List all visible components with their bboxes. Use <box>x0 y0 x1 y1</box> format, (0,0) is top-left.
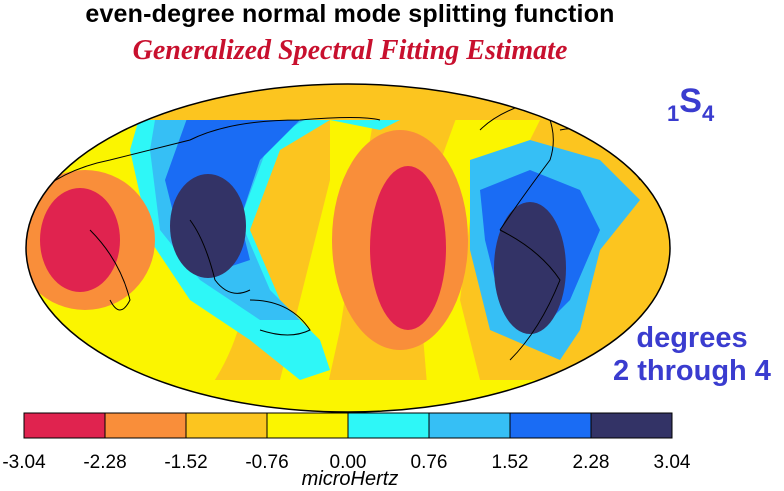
colorbar-bin <box>266 412 349 439</box>
map-outline <box>25 83 671 413</box>
colorbar-bin <box>347 412 430 439</box>
colorbar-bin <box>428 412 511 439</box>
degree-line-1: degrees <box>636 322 748 354</box>
mode-type: S <box>679 82 702 120</box>
colorbar-bin <box>104 412 187 439</box>
mode-angular-degree: 4 <box>701 101 715 126</box>
colorbar-tick-label: 3.04 <box>653 452 691 473</box>
colorbar-tick-label: 1.52 <box>491 452 529 473</box>
mode-label: 1S4 <box>667 82 714 126</box>
colorbar-bin <box>185 412 268 439</box>
colorbar-bin <box>509 412 592 439</box>
colorbar-tick-label: -0.76 <box>245 452 289 473</box>
colorbar-tick-label: 2.28 <box>572 452 610 473</box>
colorbar <box>23 412 673 439</box>
degree-line-2: 2 through 4 <box>613 355 771 387</box>
mode-overtone-number: 1 <box>667 101 680 126</box>
colorbar-unit: microHertz <box>301 468 399 490</box>
colorbar-bin <box>23 412 106 439</box>
map-title: even-degree normal mode splitting functi… <box>85 0 615 28</box>
colorbar-tick-label: -3.04 <box>2 452 46 473</box>
colorbar-tick-label: -1.52 <box>164 452 208 473</box>
colorbar-tick-label: -2.28 <box>83 452 127 473</box>
splitting-function-map <box>26 84 670 412</box>
map-subtitle: Generalized Spectral Fitting Estimate <box>132 35 568 66</box>
colorbar-bin <box>590 412 673 439</box>
degree-range-label: degrees 2 through 4 <box>600 322 784 388</box>
colorbar-tick-label: 0.00 <box>329 452 367 473</box>
colorbar-tick-label: 0.76 <box>410 452 448 473</box>
